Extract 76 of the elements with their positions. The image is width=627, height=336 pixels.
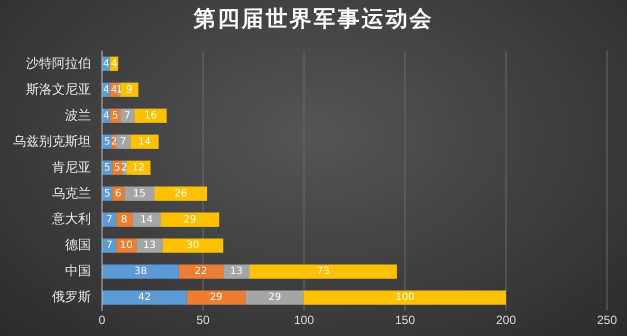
data-label: 38	[134, 266, 147, 278]
data-label: 29	[268, 292, 282, 304]
data-label: 4	[103, 58, 110, 70]
bar	[116, 134, 130, 149]
bar	[130, 134, 159, 149]
chart-title: 第四届世界军事运动会	[192, 6, 434, 34]
y-tick-label: 俄罗斯	[52, 289, 91, 304]
data-label: 7	[124, 110, 130, 122]
bar	[162, 238, 224, 253]
data-label: 5	[104, 162, 110, 174]
bar	[124, 186, 155, 201]
data-label: 4	[110, 84, 118, 96]
data-label: 26	[174, 188, 188, 200]
data-label: 22	[194, 266, 208, 278]
data-label: 5	[112, 110, 118, 122]
x-tick-label: 250	[596, 313, 618, 328]
data-label: 4	[103, 84, 110, 96]
data-label: 42	[138, 292, 152, 304]
x-tick-label: 200	[496, 313, 516, 328]
bar	[102, 238, 116, 253]
y-tick-label: 波兰	[65, 107, 91, 122]
x-tick-label: 150	[394, 313, 416, 328]
data-label: 100	[395, 292, 415, 304]
data-label: 10	[120, 240, 133, 252]
data-label: 4	[103, 110, 110, 122]
data-label: 16	[144, 110, 157, 122]
bar	[160, 212, 220, 227]
data-label: 6	[114, 188, 122, 200]
data-label: 5	[104, 188, 110, 200]
y-tick-label: 乌克兰	[52, 185, 91, 200]
bar	[120, 108, 134, 123]
data-label: 7	[120, 136, 126, 148]
data-label: 14	[140, 214, 153, 226]
y-tick-label: 乌兹别克斯坦	[13, 133, 91, 148]
data-label: 13	[143, 240, 156, 252]
data-label: 15	[133, 188, 146, 200]
x-tick-label: 0	[98, 313, 106, 328]
data-label: 29	[184, 214, 196, 226]
data-label: 7	[106, 214, 113, 226]
bar	[304, 290, 506, 305]
bar	[116, 212, 132, 227]
y-tick-label: 沙特阿拉伯	[26, 55, 91, 70]
y-tick-label: 肯尼亚	[52, 159, 91, 174]
bar	[249, 264, 397, 279]
data-label: 1	[116, 84, 122, 96]
data-label: 8	[121, 214, 128, 226]
bar	[154, 186, 208, 201]
y-tick-label: 斯洛文尼亚	[26, 81, 91, 96]
bar	[134, 108, 167, 123]
data-label: 29	[210, 292, 222, 304]
data-label: 5	[104, 136, 110, 148]
data-label: 73	[316, 266, 330, 278]
data-label: 9	[126, 84, 132, 96]
bar	[178, 264, 224, 279]
bar	[102, 212, 116, 227]
bar	[223, 264, 250, 279]
bar	[245, 290, 304, 305]
data-label: 13	[230, 266, 243, 278]
bar	[102, 290, 187, 305]
bar	[136, 238, 163, 253]
bar	[102, 264, 179, 279]
x-tick-label: 50	[196, 313, 210, 328]
bar	[132, 212, 161, 227]
y-tick-label: 意大利	[51, 211, 91, 226]
data-label: 4	[110, 58, 118, 70]
y-tick-label: 中国	[65, 263, 91, 278]
y-tick-label: 德国	[65, 237, 91, 252]
bar	[126, 160, 150, 175]
data-label: 5	[114, 162, 120, 174]
bar	[186, 290, 246, 305]
data-label: 12	[132, 162, 145, 174]
data-label: 7	[106, 240, 113, 252]
x-tick-label: 100	[294, 313, 314, 328]
data-label: 30	[186, 240, 200, 252]
bar	[120, 82, 138, 97]
data-label: 14	[138, 136, 151, 148]
